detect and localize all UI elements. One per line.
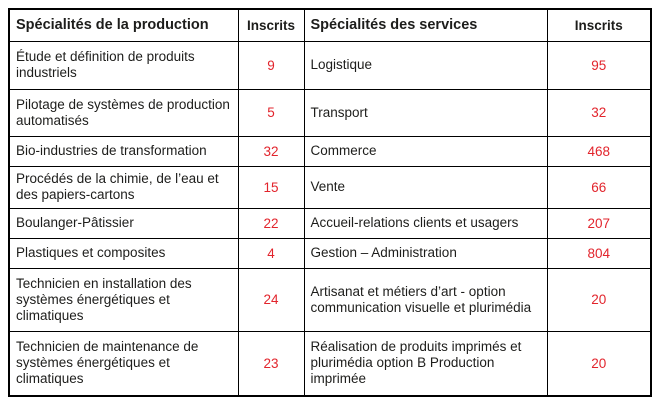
services-inscrits-value: 804 [546, 237, 652, 269]
services-inscrits-value: 468 [546, 135, 652, 167]
table-row: Plastiques et composites 4 Gestion – Adm… [8, 237, 652, 269]
services-inscrits-value: 207 [546, 207, 652, 239]
production-inscrits-value: 23 [237, 330, 305, 397]
production-inscrits-value: 15 [237, 165, 305, 209]
table-header-row: Spécialités de la production Inscrits Sp… [8, 8, 652, 42]
services-specialty-label: Commerce [303, 135, 548, 167]
production-specialty-label: Technicien en installation des systèmes … [8, 267, 239, 332]
services-specialty-label: Artisanat et métiers d’art - option comm… [303, 267, 548, 332]
table-row: Procédés de la chimie, de l’eau et des p… [8, 165, 652, 209]
services-specialty-label: Vente [303, 165, 548, 209]
table-row: Étude et définition de produits industri… [8, 40, 652, 90]
header-production-inscrits: Inscrits [237, 8, 305, 42]
table-row: Technicien de maintenance de systèmes én… [8, 330, 652, 397]
table-row: Technicien en installation des systèmes … [8, 267, 652, 332]
production-specialty-label: Procédés de la chimie, de l’eau et des p… [8, 165, 239, 209]
services-specialty-label: Logistique [303, 40, 548, 90]
header-production-specialties: Spécialités de la production [8, 8, 239, 42]
services-specialty-label: Réalisation de produits imprimés et plur… [303, 330, 548, 397]
table-row: Boulanger-Pâtissier 22 Accueil-relations… [8, 207, 652, 239]
production-inscrits-value: 32 [237, 135, 305, 167]
production-specialty-label: Boulanger-Pâtissier [8, 207, 239, 239]
production-inscrits-value: 5 [237, 88, 305, 137]
header-services-specialties: Spécialités des services [303, 8, 548, 42]
services-inscrits-value: 95 [546, 40, 652, 90]
services-specialty-label: Accueil-relations clients et usagers [303, 207, 548, 239]
services-inscrits-value: 20 [546, 267, 652, 332]
production-inscrits-value: 22 [237, 207, 305, 239]
production-inscrits-value: 9 [237, 40, 305, 90]
services-specialty-label: Gestion – Administration [303, 237, 548, 269]
table-row: Bio-industries de transformation 32 Comm… [8, 135, 652, 167]
production-specialty-label: Bio-industries de transformation [8, 135, 239, 167]
services-inscrits-value: 66 [546, 165, 652, 209]
production-specialty-label: Plastiques et composites [8, 237, 239, 269]
services-inscrits-value: 32 [546, 88, 652, 137]
services-inscrits-value: 20 [546, 330, 652, 397]
specialties-enrollment-table: Spécialités de la production Inscrits Sp… [8, 8, 652, 397]
production-specialty-label: Pilotage de systèmes de production autom… [8, 88, 239, 137]
header-services-inscrits: Inscrits [546, 8, 652, 42]
production-inscrits-value: 4 [237, 237, 305, 269]
table-row: Pilotage de systèmes de production autom… [8, 88, 652, 137]
production-specialty-label: Technicien de maintenance de systèmes én… [8, 330, 239, 397]
production-inscrits-value: 24 [237, 267, 305, 332]
production-specialty-label: Étude et définition de produits industri… [8, 40, 239, 90]
services-specialty-label: Transport [303, 88, 548, 137]
